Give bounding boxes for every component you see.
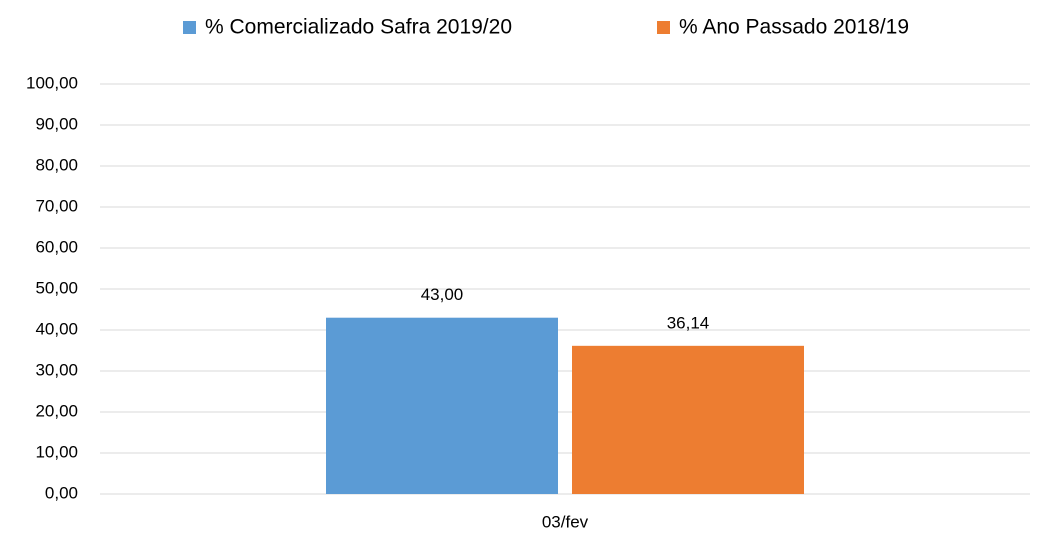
y-tick-label: 40,00 bbox=[35, 319, 78, 338]
y-tick-label: 10,00 bbox=[35, 442, 78, 461]
legend-swatch bbox=[183, 21, 196, 34]
y-tick-label: 80,00 bbox=[35, 155, 78, 174]
value-label: 36,14 bbox=[667, 313, 710, 332]
x-tick-label: 03/fev bbox=[542, 512, 589, 531]
legend-text: % Comercializado Safra 2019/20 bbox=[205, 16, 512, 39]
y-tick-label: 30,00 bbox=[35, 360, 78, 379]
y-tick-label: 70,00 bbox=[35, 196, 78, 215]
y-tick-label: 20,00 bbox=[35, 401, 78, 420]
value-label: 43,00 bbox=[421, 285, 464, 304]
y-tick-label: 60,00 bbox=[35, 237, 78, 256]
legend-swatch bbox=[657, 21, 670, 34]
y-tick-label: 0,00 bbox=[45, 483, 78, 502]
y-tick-label: 50,00 bbox=[35, 278, 78, 297]
bar bbox=[572, 345, 804, 494]
legend-text: % Ano Passado 2018/19 bbox=[679, 16, 909, 39]
y-tick-label: 100,00 bbox=[26, 73, 78, 92]
y-tick-label: 90,00 bbox=[35, 114, 78, 133]
bar bbox=[326, 317, 558, 494]
